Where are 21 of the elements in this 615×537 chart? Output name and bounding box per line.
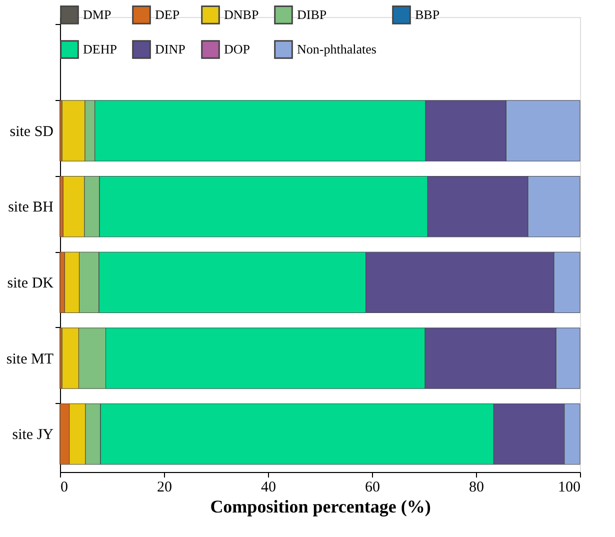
legend-label: Non-phthalates xyxy=(297,42,376,56)
x-tick-label: 80 xyxy=(469,480,484,496)
x-tick-label: 40 xyxy=(261,480,276,496)
legend-label: DNBP xyxy=(224,6,259,22)
y-tick-label: site BH xyxy=(8,200,54,216)
legend-label: DEHP xyxy=(83,42,117,56)
y-tick-label: site SD xyxy=(10,124,54,140)
legend-label: DINP xyxy=(155,42,186,56)
x-tick-label: 100 xyxy=(558,480,580,496)
x-axis-title: Composition percentage (%) xyxy=(210,496,431,516)
legend-label: DOP xyxy=(224,42,250,56)
legend-label: DMP xyxy=(83,6,112,22)
x-tick-label: 20 xyxy=(157,480,172,496)
legend-label: DEP xyxy=(155,6,180,22)
x-tick-label: 0 xyxy=(60,480,68,496)
legend-label: DIBP xyxy=(297,6,327,22)
y-tick-label: site DK xyxy=(7,275,54,292)
y-tick-label: site MT xyxy=(6,351,54,368)
legend-label: BBP xyxy=(415,6,440,22)
x-tick-label: 60 xyxy=(365,480,380,496)
y-tick-label: site JY xyxy=(12,427,54,444)
